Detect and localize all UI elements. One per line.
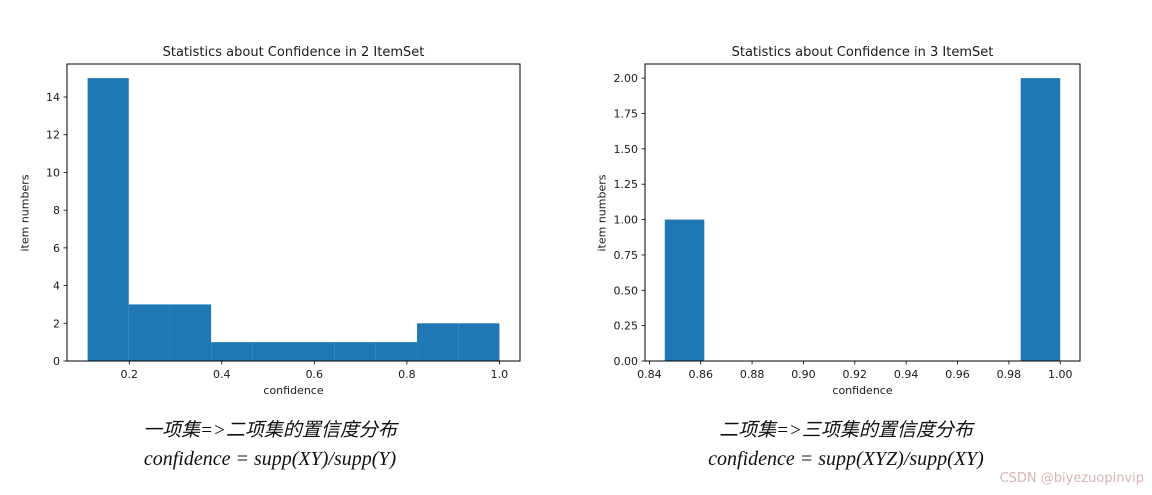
- chart1-yaxis-label: item numbers: [18, 174, 32, 252]
- histogram-bar: [293, 342, 335, 361]
- y-tick-label: 12: [46, 129, 60, 142]
- x-tick-label: 1.0: [491, 368, 509, 381]
- y-tick-label: 0.75: [614, 249, 639, 262]
- histogram-bar: [211, 342, 253, 361]
- histogram-bar: [252, 342, 294, 361]
- histogram-bar: [664, 219, 705, 361]
- y-tick-label: 4: [53, 280, 60, 293]
- axes-frame: [66, 63, 521, 362]
- y-tick-label: 2.00: [614, 72, 639, 85]
- chart1-caption-formula: confidence = supp(XY)/supp(Y): [143, 448, 397, 470]
- y-tick-label: 1.75: [614, 108, 639, 121]
- histogram-bar: [1020, 78, 1061, 361]
- chart2-xaxis-label: confidence: [832, 384, 893, 397]
- y-tick-label: 0.00: [614, 355, 639, 368]
- chart1-xaxis-label: confidence: [263, 384, 324, 397]
- y-tick-label: 10: [46, 166, 60, 179]
- x-tick-label: 0.2: [120, 368, 138, 381]
- histogram-bar: [128, 304, 170, 361]
- chart2-caption-formula: confidence = supp(XYZ)/supp(XY): [708, 448, 984, 470]
- y-tick-label: 2: [53, 317, 60, 330]
- chart2-title: Statistics about Confidence in 3 ItemSet: [731, 45, 994, 60]
- x-tick-label: 0.94: [894, 368, 919, 381]
- x-tick-label: 0.96: [945, 368, 970, 381]
- x-tick-label: 1.00: [1048, 368, 1073, 381]
- x-tick-label: 0.98: [997, 368, 1022, 381]
- x-tick-label: 0.6: [306, 368, 324, 381]
- csdn-watermark: CSDN @biyezuopinvip: [999, 471, 1144, 486]
- y-tick-label: 0: [53, 355, 60, 368]
- chart1-title: Statistics about Confidence in 2 ItemSet: [162, 45, 425, 60]
- chart2-caption-chinese: 二项集=>三项集的置信度分布: [719, 420, 973, 441]
- histogram-bar: [417, 323, 459, 361]
- x-tick-label: 0.92: [843, 368, 868, 381]
- x-tick-label: 0.88: [740, 368, 765, 381]
- chart1-histogram: 0.2 0.4 0.6 0.8 1.0 0 2 4 6 8 10 12 14: [46, 63, 521, 381]
- y-tick-label: 1.00: [614, 214, 639, 227]
- y-tick-label: 6: [53, 242, 60, 255]
- chart1-caption-chinese: 一项集=>二项集的置信度分布: [143, 420, 397, 441]
- histogram-bar: [375, 342, 418, 361]
- y-tick-label: 0.25: [614, 320, 639, 333]
- histogram-bar: [169, 304, 212, 361]
- x-tick-label: 0.86: [688, 368, 713, 381]
- chart2-yaxis-label: item numbers: [595, 174, 609, 252]
- histogram-bar: [87, 78, 129, 361]
- x-tick-label: 0.4: [213, 368, 231, 381]
- x-tick-label: 0.8: [398, 368, 416, 381]
- axes-frame: [644, 63, 1081, 362]
- y-tick-label: 1.50: [614, 143, 639, 156]
- histogram-bar: [458, 323, 500, 361]
- x-tick-label: 0.90: [791, 368, 816, 381]
- histogram-bar: [334, 342, 376, 361]
- y-tick-label: 1.25: [614, 178, 639, 191]
- y-tick-label: 14: [46, 91, 60, 104]
- y-tick-label: 0.50: [614, 284, 639, 297]
- chart2-histogram: 0.84 0.86 0.88 0.90 0.92 0.94 0.96 0.98 1.00 0.00…: [614, 63, 1081, 381]
- y-tick-label: 8: [53, 204, 60, 217]
- x-tick-label: 0.84: [637, 368, 662, 381]
